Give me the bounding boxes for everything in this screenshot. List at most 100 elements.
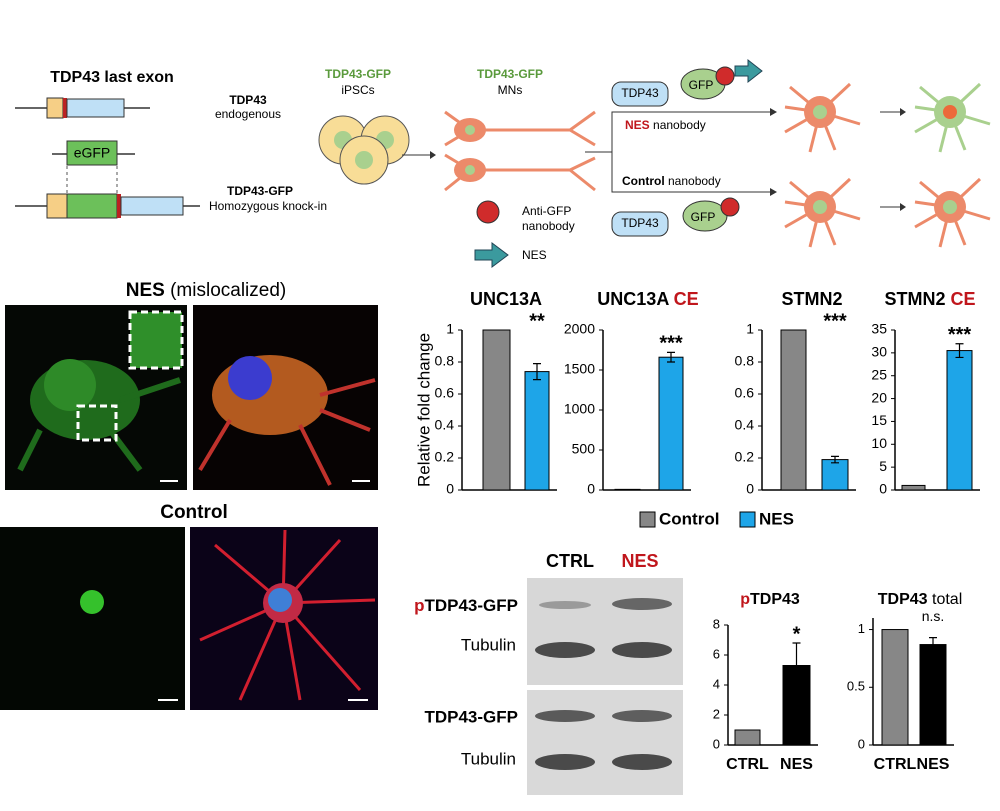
y-tick-label: 0 [879,481,887,497]
y-tick-label: 0 [746,481,754,497]
y-tick-label: 1 [858,621,865,636]
bar [946,350,973,491]
label: TDP43 [878,591,928,608]
y-tick-label: 25 [871,366,887,382]
y-tick-label: 1 [746,321,754,337]
label: TDP43 [621,86,659,100]
legend-swatch [739,511,756,528]
bar [524,371,550,491]
chart-title: TDP43 total [878,591,963,608]
bar [881,629,909,746]
error-bar [831,455,839,464]
label: TDP43 [621,216,659,230]
y-tick-label: 0.2 [735,449,755,465]
bar [734,729,761,746]
y-tick-label: 2000 [564,321,595,337]
label: GFP [689,78,714,92]
label: STMN2 [884,289,945,309]
y-tick-label: 5 [879,458,887,474]
annotation: ** [529,310,545,332]
y-tick-label: 2 [713,706,720,721]
label: CE [951,289,976,309]
x-tick-label: CTRL [874,756,917,773]
y-tick-label: 0 [858,736,865,751]
label: Control [622,174,665,188]
legend-swatch [639,511,656,528]
label: Anti-GFP [522,204,571,218]
legend-label: NES [759,509,794,528]
y-tick-label: 15 [871,412,887,428]
error-bar [533,363,541,381]
y-tick-label: 0.6 [735,385,755,401]
y-tick-label: 0.5 [847,679,865,694]
label: UNC13A [597,289,669,309]
annotation: *** [659,333,683,355]
y-tick-label: 1500 [564,361,595,377]
label: nanobody [653,118,706,132]
chart-title: STMN2 [781,289,842,309]
bar [614,488,641,491]
gene-schematic: TDP43 last exon TDP43 endogenous eGFP TD… [15,69,327,219]
x-tick-label: NES [917,756,950,773]
label: endogenous [215,107,281,121]
y-tick-label: 0.8 [435,353,455,369]
y-tick-label: 1000 [564,401,595,417]
y-tick-label: 0 [713,736,720,751]
y-tick-label: 0.8 [735,353,755,369]
label: eGFP [74,145,111,161]
y-tick-label: 20 [871,389,887,405]
y-tick-label: 0.6 [435,385,455,401]
label: NES [522,248,547,262]
row-label: Tubulin [461,749,516,768]
cell-diagram: TDP43-GFP iPSCs TDP43-GFP MNs TDP43 GFP … [318,58,991,268]
label: total [932,591,962,608]
chart-title: UNC13A [470,289,542,309]
chart-title: STMN2 CE [884,289,975,309]
column-label: CTRL [546,551,594,571]
label: p [414,596,424,615]
y-tick-label: 0.2 [435,449,455,465]
chart-title: pTDP43 [740,591,800,608]
bar [482,329,511,491]
label: NES [625,118,650,132]
y-tick-label: 0.4 [735,417,755,433]
label: GFP [691,210,716,224]
label: TDP43-GFP [424,596,518,615]
bar [919,644,947,746]
y-tick-label: 500 [572,441,596,457]
bar [658,356,684,491]
y-tick-label: 0.4 [435,417,455,433]
y-tick-label: 10 [871,435,887,451]
error-bar [667,351,675,363]
label: NES nanobody [625,118,706,132]
label: TDP43 [229,93,267,107]
row-label: pTDP43-GFP [414,596,518,615]
x-tick-label: CTRL [726,756,769,773]
panel-title: NES (mislocalized) [126,280,287,301]
y-tick-label: 35 [871,321,887,337]
x-tick-label: NES [780,756,813,773]
annotation: *** [823,310,847,332]
micrographs: NES (mislocalized) Control [0,280,378,710]
bar [821,459,849,491]
bar [901,484,926,491]
label: TDP43-GFP [477,67,543,81]
label: TDP43 [750,591,800,608]
y-tick-label: 4 [713,676,720,691]
label: TDP43-GFP [325,67,391,81]
panel-title: Control [160,502,228,523]
label: Homozygous knock-in [209,199,327,213]
label: nanobody [522,219,575,233]
y-tick-label: 30 [871,344,887,360]
label: nanobody [668,174,721,188]
chart-title: UNC13A CE [597,289,698,309]
column-label: NES [621,551,658,571]
y-tick-label: 0 [587,481,595,497]
y-tick-label: 0 [446,481,454,497]
label: MNs [498,83,523,97]
annotation: * [793,623,801,645]
label: (mislocalized) [170,280,286,301]
label: NES [126,280,165,301]
